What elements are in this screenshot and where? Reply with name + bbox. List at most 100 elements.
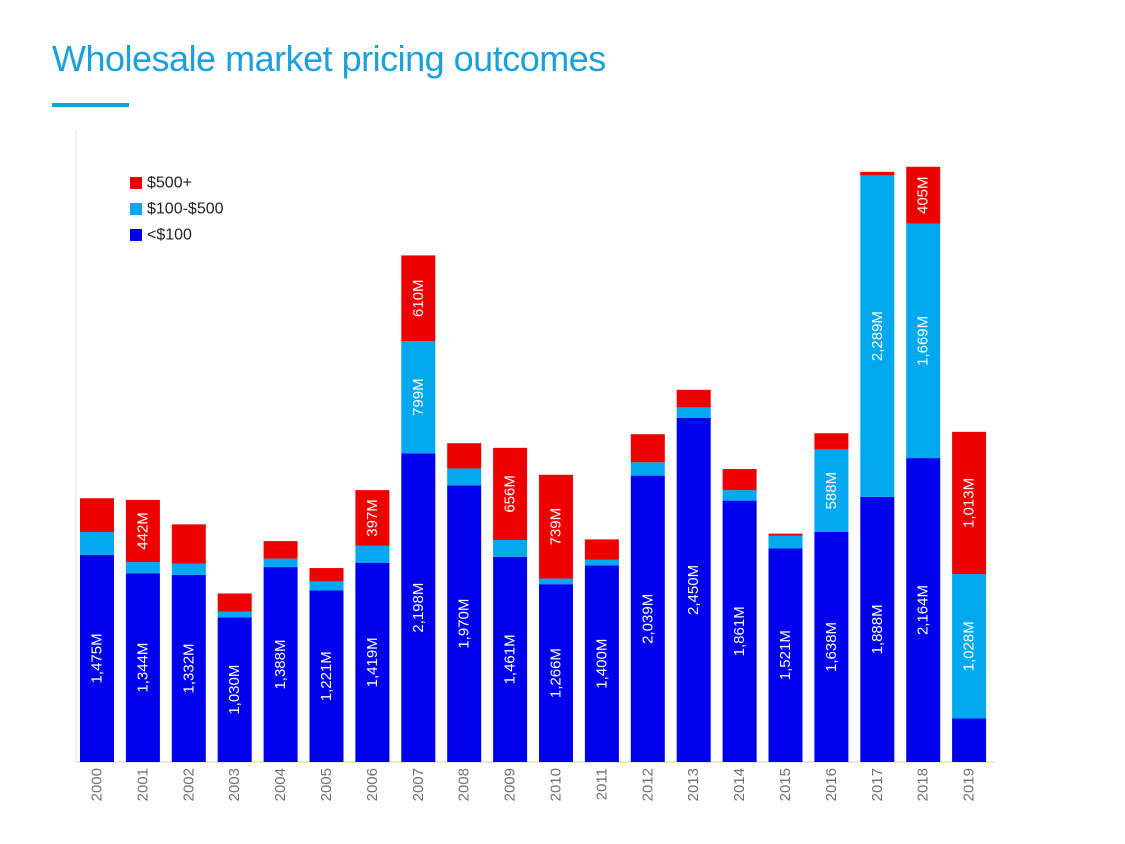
- data-label-low-2014: 1,861M: [731, 606, 748, 656]
- title-underline: [52, 103, 129, 107]
- bar-segment-high-2016: [814, 433, 849, 450]
- bar-segment-high-2007: [401, 255, 436, 342]
- bar-segment-low-2001: [125, 573, 160, 762]
- data-label-mid-2007: 799M: [410, 378, 427, 416]
- data-label-mid-2017: 2,289M: [869, 311, 886, 361]
- page-title: Wholesale market pricing outcomes: [52, 38, 606, 79]
- bar-segment-high-2006: [355, 490, 390, 546]
- bar-segment-mid-2013: [676, 407, 711, 418]
- x-tick-label-2019: 2019: [961, 768, 978, 801]
- x-tick-label-2016: 2016: [823, 768, 840, 801]
- data-label-mid-2019: 1,028M: [961, 621, 978, 671]
- x-tick-label-2012: 2012: [639, 768, 656, 801]
- x-tick-label-2006: 2006: [364, 768, 381, 801]
- bar-segment-low-2010: [539, 584, 573, 762]
- data-label-low-2001: 1,344M: [134, 643, 151, 693]
- data-label-low-2009: 1,461M: [502, 634, 519, 684]
- data-label-high-2019: 1,013M: [961, 478, 978, 528]
- bar-segment-low-2015: [768, 548, 803, 762]
- bar-segment-low-2009: [493, 556, 528, 762]
- bar-segment-mid-2009: [493, 539, 528, 557]
- bar-segment-high-2008: [447, 443, 482, 469]
- data-label-low-2005: 1,221M: [318, 651, 335, 701]
- data-label-mid-2018: 1,669M: [915, 316, 932, 366]
- bar-segment-mid-2010: [539, 578, 573, 585]
- bars-layer: 1,475M 1,344M 442M 1,332M 1,030M 1,388M 1,221M…: [80, 166, 987, 762]
- bar-segment-low-2017: [860, 496, 895, 762]
- x-tick-label-2010: 2010: [548, 768, 565, 801]
- bar-segment-mid-2019: [952, 574, 987, 719]
- data-label-high-2018: 405M: [915, 176, 932, 214]
- data-label-low-2015: 1,521M: [777, 630, 794, 680]
- data-label-high-2007: 610M: [410, 279, 427, 317]
- bar-segment-high-2014: [722, 469, 757, 491]
- data-label-low-2008: 1,970M: [456, 599, 473, 649]
- bar-segment-high-2018: [906, 166, 941, 224]
- bar-segment-high-2013: [676, 389, 711, 408]
- x-tick-label-2008: 2008: [456, 768, 473, 801]
- bar-segment-mid-2002: [171, 563, 206, 575]
- bar-segment-low-2004: [263, 567, 298, 762]
- data-label-mid-2016: 588M: [823, 472, 840, 510]
- bar-segment-mid-2005: [309, 581, 344, 591]
- bar-segment-mid-2008: [447, 468, 482, 486]
- bar-segment-high-2003: [217, 593, 252, 612]
- data-label-low-2010: 1,266M: [548, 648, 565, 698]
- x-tick-label-2018: 2018: [915, 768, 932, 801]
- bar-segment-high-2005: [309, 568, 344, 582]
- data-label-low-2012: 2,039M: [639, 594, 656, 644]
- data-label-low-2007: 2,198M: [410, 583, 427, 633]
- x-tick-label-2007: 2007: [410, 768, 427, 801]
- data-label-low-2004: 1,388M: [272, 640, 289, 690]
- x-tick-label-2000: 2000: [89, 768, 106, 801]
- x-tick-label-2011: 2011: [593, 768, 610, 800]
- bar-segment-mid-2012: [630, 462, 665, 476]
- legend: $500+ $100-$500 <$100: [130, 175, 224, 244]
- bar-segment-low-2018: [906, 458, 941, 762]
- bar-segment-high-2015: [768, 533, 803, 536]
- bar-segment-mid-2000: [80, 531, 114, 555]
- bar-segment-low-2011: [584, 565, 619, 762]
- bar-segment-low-2002: [171, 574, 206, 762]
- bar-segment-mid-2006: [355, 545, 390, 563]
- bar-segment-high-2019: [952, 431, 987, 575]
- bar-segment-mid-2016: [814, 449, 849, 532]
- bar-segment-low-2013: [676, 417, 711, 762]
- data-label-high-2009: 656M: [502, 475, 519, 513]
- data-label-low-2000: 1,475M: [89, 633, 106, 683]
- bar-segment-low-2019: [952, 718, 987, 762]
- bar-segment-mid-2001: [125, 562, 160, 574]
- bar-segment-low-2000: [80, 554, 114, 762]
- data-label-low-2002: 1,332M: [180, 643, 197, 693]
- legend-label-high: $500+: [147, 175, 192, 192]
- x-tick-label-2003: 2003: [226, 768, 243, 801]
- bar-segment-high-2012: [630, 434, 665, 463]
- legend-label-mid: $100-$500: [147, 201, 224, 218]
- bar-segment-mid-2017: [860, 175, 895, 497]
- legend-swatch-mid: [130, 203, 142, 215]
- bar-segment-mid-2003: [217, 611, 252, 618]
- bar-segment-low-2006: [355, 562, 390, 762]
- data-label-high-2001: 442M: [134, 512, 151, 550]
- x-tick-labels: 2000 2001 2002 2003 2004 2005 2006 2007 2008 2009…: [89, 768, 978, 801]
- data-label-low-2006: 1,419M: [364, 637, 381, 687]
- bar-segment-mid-2004: [263, 558, 298, 568]
- x-tick-label-2017: 2017: [869, 768, 886, 801]
- bar-segment-mid-2015: [768, 535, 803, 549]
- bar-segment-mid-2018: [906, 223, 941, 459]
- legend-swatch-high: [130, 177, 142, 189]
- data-label-low-2016: 1,638M: [823, 622, 840, 672]
- bar-segment-high-2010: [539, 474, 573, 579]
- bar-segment-high-2009: [493, 447, 528, 540]
- bar-segment-high-2001: [125, 499, 160, 563]
- bar-segment-high-2011: [584, 539, 619, 560]
- bar-segment-mid-2011: [584, 559, 619, 566]
- x-tick-label-2004: 2004: [272, 768, 289, 801]
- bar-segment-high-2000: [80, 498, 114, 532]
- data-label-low-2011: 1,400M: [593, 639, 610, 689]
- bar-segment-mid-2014: [722, 490, 757, 501]
- x-tick-label-2001: 2001: [134, 768, 151, 801]
- bar-segment-low-2012: [630, 475, 665, 762]
- data-label-low-2017: 1,888M: [869, 604, 886, 654]
